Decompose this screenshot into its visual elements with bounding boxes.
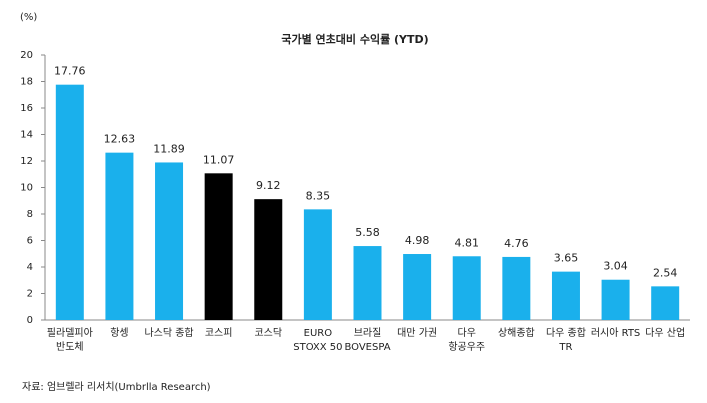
x-tick-label: 다우 <box>458 327 476 339</box>
y-unit: (%) <box>20 12 37 23</box>
y-tick-label: 6 <box>27 236 33 247</box>
y-tick-label: 8 <box>27 209 33 220</box>
x-tick-label: 코스피 <box>205 327 233 339</box>
y-tick-label: 18 <box>20 77 33 88</box>
bar <box>204 173 233 320</box>
bar <box>551 271 580 320</box>
value-label: 9.12 <box>256 179 281 192</box>
value-label: 12.63 <box>104 133 136 146</box>
bar <box>651 286 680 320</box>
value-label: 4.98 <box>405 234 430 247</box>
x-tick-label: 상해종합 <box>498 326 535 339</box>
y-tick-label: 2 <box>27 289 33 300</box>
y-tick-label: 12 <box>20 156 33 167</box>
x-tick-label: 러시아 RTS <box>591 327 640 339</box>
value-label: 11.07 <box>203 153 235 166</box>
y-tick-label: 16 <box>20 103 33 114</box>
x-tick-label: 필라델피아 <box>47 327 93 339</box>
bar <box>452 256 481 320</box>
chart-title: 국가별 연초대비 수익률 (YTD) <box>281 32 428 46</box>
value-label: 3.04 <box>603 260 628 273</box>
value-label: 3.65 <box>554 252 579 265</box>
x-tick-label: 항공우주 <box>448 341 485 353</box>
x-tick-label: STOXX 50 <box>293 342 342 353</box>
x-tick-label: 대만 가권 <box>397 327 437 339</box>
x-tick-label: 코스닥 <box>254 327 282 339</box>
x-tick-label: 반도체 <box>56 341 84 353</box>
bar <box>303 209 332 320</box>
bar <box>105 152 134 320</box>
bar <box>55 84 84 321</box>
y-tick-label: 4 <box>27 262 33 273</box>
bar <box>403 254 432 320</box>
value-label: 17.76 <box>54 65 86 78</box>
y-tick-label: 20 <box>20 50 33 61</box>
value-label: 11.89 <box>153 142 185 155</box>
x-tick-label: 항셍 <box>110 327 128 339</box>
source: 자료: 엄브렐라 리서치(Umbrlla Research) <box>22 380 211 393</box>
x-tick-label: BOVESPA <box>344 342 390 353</box>
bar <box>502 256 531 320</box>
y-tick-label: 0 <box>27 315 33 326</box>
x-tick-label: TR <box>558 342 572 353</box>
value-label: 4.81 <box>454 236 479 249</box>
value-label: 2.54 <box>653 266 678 279</box>
x-tick-label: 브라질 <box>354 327 382 339</box>
y-tick-label: 14 <box>20 130 33 141</box>
y-tick-label: 10 <box>20 183 33 194</box>
bar <box>601 279 630 320</box>
x-tick-label: 나스닥 종합 <box>144 327 193 339</box>
bar <box>353 246 382 320</box>
x-tick-label: 다우 종합 <box>546 327 586 339</box>
bar <box>155 162 184 320</box>
value-label: 5.58 <box>355 226 380 239</box>
value-label: 8.35 <box>306 189 331 202</box>
bar <box>254 199 283 320</box>
value-label: 4.76 <box>504 237 529 250</box>
x-tick-label: EURO <box>304 328 333 339</box>
x-tick-label: 다우 산업 <box>645 326 685 339</box>
